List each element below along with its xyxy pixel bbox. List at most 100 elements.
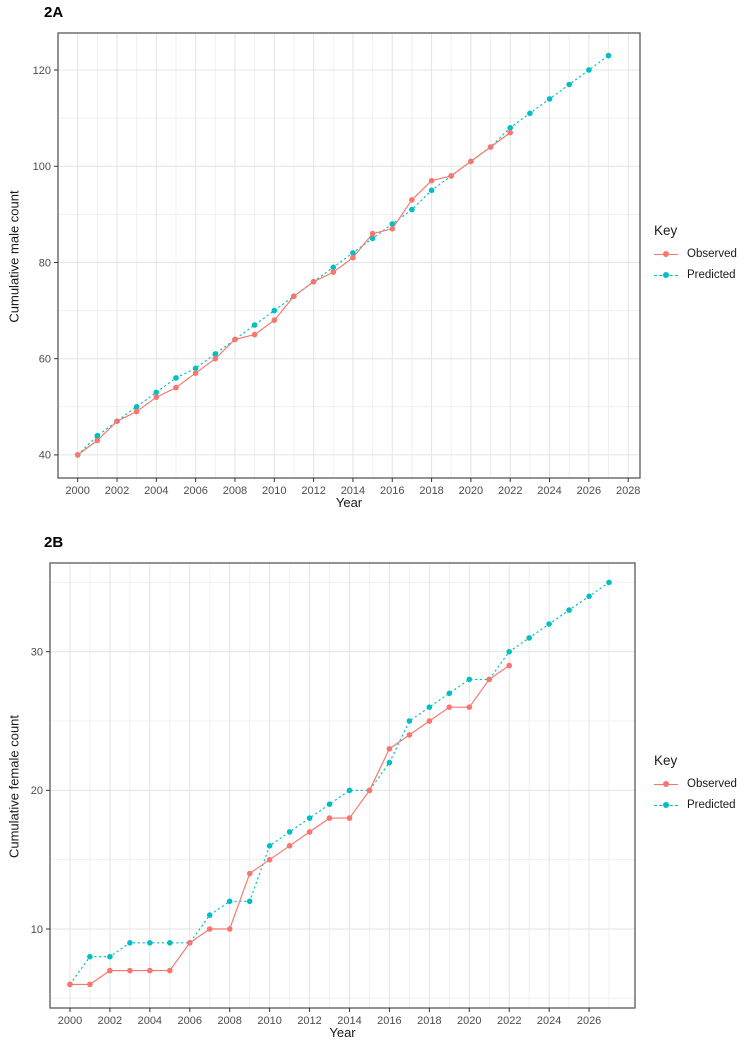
x-tick-label: 2014: [341, 485, 365, 497]
predicted-point: [406, 718, 413, 724]
predicted-point: [87, 953, 93, 960]
x-tick-label: 2024: [537, 1015, 561, 1027]
observed-point: [326, 815, 333, 821]
predicted-point: [326, 801, 333, 807]
predicted-point: [212, 351, 219, 357]
predicted-point: [147, 940, 153, 946]
predicted-point: [546, 96, 553, 102]
y-tick-label: 40: [39, 450, 51, 462]
predicted-point: [546, 621, 552, 627]
predicted-point: [271, 307, 278, 314]
observed-series: [74, 129, 513, 458]
predicted-point: [153, 389, 160, 396]
legend-item-predicted: Predicted: [654, 799, 737, 811]
predicted-point: [206, 912, 213, 918]
x-tick-labels: 2000 2002 2004 2006 2008 2010 2012 2014 2016 2018…: [58, 1015, 602, 1027]
y-tick-label: 60: [39, 353, 51, 365]
predicted-point: [389, 221, 396, 227]
panel-label-2a: 2A: [44, 4, 64, 21]
x-tick-label: 2016: [377, 1015, 401, 1027]
major-gridlines: [50, 563, 635, 1008]
observed-point: [251, 331, 258, 338]
observed-point: [369, 230, 376, 237]
predicted-point: [507, 125, 513, 131]
x-tick-label: 2022: [497, 1015, 521, 1027]
predicted-point: [167, 940, 173, 946]
legend-label-observed: Observed: [687, 778, 737, 790]
observed-point: [406, 732, 413, 738]
observed-point: [94, 437, 101, 444]
observed-key-icon: [654, 779, 678, 790]
predicted-point: [428, 187, 435, 194]
observed-series: [67, 662, 512, 988]
observed-point: [67, 981, 73, 988]
observed-point: [114, 418, 120, 425]
predicted-point: [586, 67, 592, 73]
observed-point: [266, 856, 273, 863]
observed-point: [507, 129, 513, 136]
axis-ticks: [54, 69, 629, 482]
observed-point: [271, 317, 278, 324]
observed-point: [346, 815, 353, 821]
legend-2b: Key Observed Predicted: [654, 753, 737, 820]
observed-point: [466, 704, 473, 710]
observed-point: [147, 967, 153, 974]
y-tick-label: 30: [31, 647, 43, 659]
panel-background: [50, 563, 635, 1008]
observed-point: [366, 787, 373, 794]
observed-point: [446, 704, 453, 710]
x-tick-label: 2008: [217, 1015, 241, 1027]
legend-label-predicted: Predicted: [687, 269, 736, 281]
observed-point: [409, 197, 415, 203]
observed-point: [350, 254, 356, 261]
x-tick-label: 2028: [616, 485, 640, 497]
y-axis-title-2b: Cumulative female count: [6, 714, 22, 859]
observed-key-icon: [654, 249, 678, 260]
y-tick-label: 10: [31, 924, 43, 936]
predicted-key-icon: [654, 800, 678, 811]
x-tick-label: 2024: [537, 485, 561, 497]
predicted-point: [409, 206, 415, 213]
x-tick-label: 2002: [98, 1015, 122, 1027]
observed-point: [206, 926, 213, 932]
predicted-point: [94, 432, 101, 439]
plot-area-2a: 2000 2002 2004 2006 2008 2010 2012 2014 2016 2018…: [33, 32, 641, 497]
x-tick-labels: 2000 2002 2004 2006 2008 2010 2012 2014 2016 2018…: [65, 485, 640, 497]
x-tick-label: 2016: [380, 485, 404, 497]
x-tick-label: 2010: [262, 485, 286, 497]
observed-point: [386, 746, 393, 752]
predicted-point: [226, 898, 233, 905]
observed-point: [487, 144, 494, 150]
predicted-point: [251, 322, 258, 328]
predicted-point: [330, 264, 337, 271]
legend-item-observed: Observed: [654, 248, 737, 260]
y-axis-title-2a: Cumulative male count: [6, 190, 22, 323]
minor-gridlines: [50, 563, 635, 1008]
predicted-line: [69, 581, 610, 985]
predicted-point: [306, 815, 313, 821]
minor-gridlines: [58, 33, 640, 478]
x-tick-label: 2000: [65, 485, 89, 497]
observed-point: [286, 843, 293, 849]
observed-point: [246, 870, 253, 877]
predicted-point: [246, 898, 253, 905]
y-tick-label: 80: [39, 257, 51, 269]
x-tick-label: 2004: [138, 1015, 162, 1027]
legend-label-predicted: Predicted: [687, 799, 736, 811]
legend-item-predicted: Predicted: [654, 269, 737, 281]
observed-point: [506, 662, 512, 669]
predicted-point: [350, 250, 356, 256]
predicted-key-icon: [654, 270, 678, 281]
predicted-point: [386, 759, 393, 766]
observed-point: [330, 269, 337, 275]
predicted-point: [346, 787, 353, 794]
x-tick-label: 2000: [58, 1015, 82, 1027]
legend-title-2b: Key: [654, 753, 678, 768]
x-tick-label: 2008: [223, 485, 247, 497]
predicted-point: [133, 404, 140, 410]
predicted-point: [107, 953, 113, 960]
panel-border: [49, 562, 636, 1009]
x-tick-label: 2014: [337, 1015, 361, 1027]
legend-item-observed: Observed: [654, 778, 737, 790]
